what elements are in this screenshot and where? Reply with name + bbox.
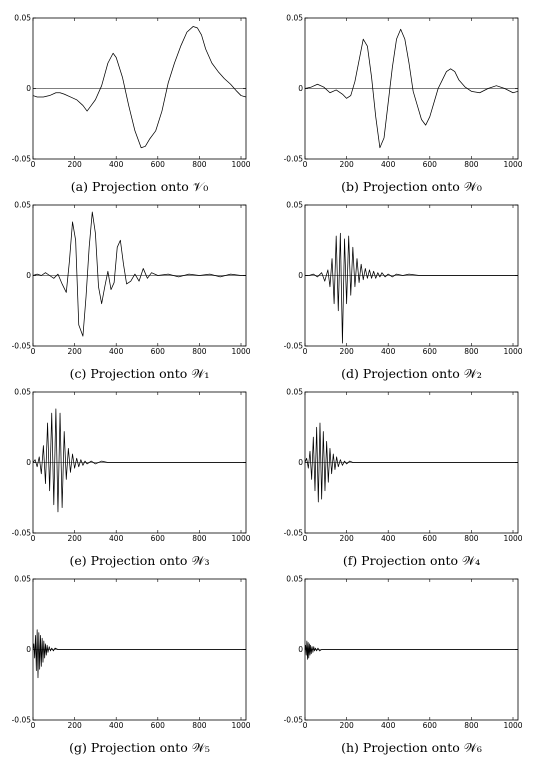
y-tick-label: -0.05 xyxy=(12,716,32,725)
series-line xyxy=(32,629,246,679)
x-tick-label: 800 xyxy=(192,347,207,356)
y-tick-label: 0.05 xyxy=(14,575,31,584)
y-tick-label: -0.05 xyxy=(12,342,32,351)
y-tick-label: 0 xyxy=(26,458,31,467)
y-tick-label: -0.05 xyxy=(12,155,32,164)
panel-caption: (g) Projection onto 𝒲₅ xyxy=(69,740,210,755)
x-tick-label: 800 xyxy=(464,721,479,730)
y-tick-label: 0.05 xyxy=(286,388,303,397)
x-tick-label: 600 xyxy=(423,721,438,730)
x-tick-label: 0 xyxy=(31,347,36,356)
x-tick-label: 1000 xyxy=(503,534,522,543)
x-tick-label: 600 xyxy=(151,534,166,543)
panel-caption: (e) Projection onto 𝒲₃ xyxy=(69,553,209,568)
x-tick-label: 800 xyxy=(192,721,207,730)
y-tick-label: 0 xyxy=(298,84,303,93)
x-tick-label: 400 xyxy=(381,534,396,543)
x-tick-label: 1000 xyxy=(503,347,522,356)
x-tick-label: 600 xyxy=(423,347,438,356)
x-tick-label: 0 xyxy=(31,721,36,730)
panel-caption: (b) Projection onto 𝒲₀ xyxy=(341,179,482,194)
y-tick-label: 0 xyxy=(26,271,31,280)
x-tick-label: 800 xyxy=(192,160,207,169)
y-tick-label: -0.05 xyxy=(284,716,304,725)
y-tick-label: 0.05 xyxy=(14,388,31,397)
x-tick-label: 200 xyxy=(339,347,354,356)
y-tick-label: 0.05 xyxy=(14,14,31,23)
x-tick-label: 0 xyxy=(303,534,308,543)
x-tick-label: 1000 xyxy=(503,721,522,730)
x-tick-label: 400 xyxy=(381,721,396,730)
x-tick-label: 400 xyxy=(381,347,396,356)
x-tick-label: 200 xyxy=(67,721,82,730)
x-tick-label: 1000 xyxy=(231,721,250,730)
x-tick-label: 600 xyxy=(151,721,166,730)
x-tick-label: 200 xyxy=(67,347,82,356)
y-tick-label: 0.05 xyxy=(286,201,303,210)
x-tick-label: 1000 xyxy=(231,347,250,356)
x-tick-label: 0 xyxy=(31,160,36,169)
y-tick-label: -0.05 xyxy=(284,155,304,164)
x-tick-label: 200 xyxy=(67,160,82,169)
x-tick-label: 1000 xyxy=(231,160,250,169)
x-tick-label: 0 xyxy=(303,721,308,730)
x-tick-label: 200 xyxy=(67,534,82,543)
x-tick-label: 600 xyxy=(423,160,438,169)
y-tick-label: -0.05 xyxy=(12,529,32,538)
x-tick-label: 800 xyxy=(192,534,207,543)
panel-caption: (a) Projection onto 𝒱₀ xyxy=(71,179,208,194)
y-tick-label: 0 xyxy=(298,271,303,280)
y-tick-label: -0.05 xyxy=(284,529,304,538)
x-tick-label: 200 xyxy=(339,160,354,169)
panel-caption: (d) Projection onto 𝒲₂ xyxy=(341,366,482,381)
y-tick-label: 0.05 xyxy=(286,575,303,584)
x-tick-label: 0 xyxy=(31,534,36,543)
y-tick-label: 0 xyxy=(26,84,31,93)
x-tick-label: 0 xyxy=(303,160,308,169)
x-tick-label: 400 xyxy=(109,347,124,356)
y-tick-label: 0 xyxy=(26,645,31,654)
series-line xyxy=(32,26,247,149)
x-tick-label: 1000 xyxy=(231,534,250,543)
x-tick-label: 600 xyxy=(151,160,166,169)
x-tick-label: 200 xyxy=(339,721,354,730)
x-tick-label: 400 xyxy=(381,160,396,169)
y-tick-label: 0 xyxy=(298,645,303,654)
x-tick-label: 400 xyxy=(109,160,124,169)
series-line xyxy=(304,422,518,503)
x-tick-label: 1000 xyxy=(503,160,522,169)
panel-caption: (h) Projection onto 𝒲₆ xyxy=(341,740,482,755)
x-tick-label: 200 xyxy=(339,534,354,543)
x-tick-label: 400 xyxy=(109,534,124,543)
x-tick-label: 800 xyxy=(464,160,479,169)
series-line xyxy=(32,211,246,337)
x-tick-label: 600 xyxy=(151,347,166,356)
y-tick-label: 0.05 xyxy=(14,201,31,210)
y-tick-label: 0.05 xyxy=(286,14,303,23)
x-tick-label: 600 xyxy=(423,534,438,543)
panel-caption: (c) Projection onto 𝒲₁ xyxy=(70,366,210,381)
series-line xyxy=(304,28,519,149)
x-tick-label: 800 xyxy=(464,347,479,356)
series-line xyxy=(32,408,246,513)
x-tick-label: 0 xyxy=(303,347,308,356)
series-line xyxy=(304,640,518,660)
panel-caption: (f) Projection onto 𝒲₄ xyxy=(343,553,480,568)
series-line xyxy=(305,232,518,344)
y-tick-label: 0 xyxy=(298,458,303,467)
y-tick-label: -0.05 xyxy=(284,342,304,351)
x-tick-label: 400 xyxy=(109,721,124,730)
x-tick-label: 800 xyxy=(464,534,479,543)
